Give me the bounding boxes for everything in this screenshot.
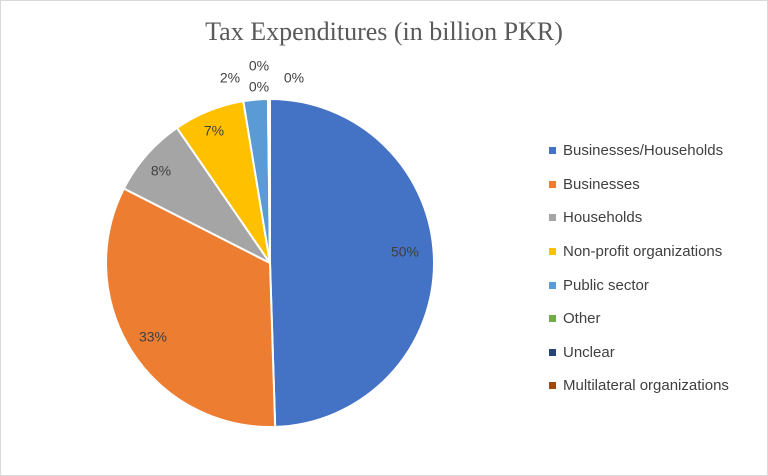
data-label-2: 33% (139, 329, 167, 345)
legend-item: Public sector (549, 268, 729, 302)
data-label-8: 0% (284, 70, 304, 86)
legend-label: Public sector (563, 276, 649, 294)
legend-item: Other (549, 302, 729, 336)
pie-slice-2 (105, 187, 277, 428)
data-label-1: 50% (391, 244, 419, 260)
legend-item: Unclear (549, 336, 729, 370)
legend-item: Businesses/Households (549, 134, 729, 168)
legend-label: Unclear (563, 343, 615, 361)
pie-slice-1 (269, 97, 435, 428)
data-label-6: 0% (249, 58, 269, 74)
data-label-4: 7% (204, 123, 224, 139)
legend-swatch (549, 382, 556, 390)
legend-swatch (549, 348, 556, 356)
legend-item: Households (549, 201, 729, 235)
legend-swatch (549, 248, 556, 256)
chart-title: Tax Expenditures (in billion PKR) (205, 17, 563, 46)
legend-item: Multilateral organizations (549, 369, 729, 403)
legend-label: Non-profit organizations (563, 243, 723, 261)
pie-slice-8 (268, 97, 271, 264)
legend-swatch (549, 281, 556, 289)
legend-swatch (549, 315, 556, 323)
legend-label: Businesses/Households (563, 142, 724, 160)
legend-label: Other (563, 310, 601, 328)
legend-item: Non-profit organizations (549, 235, 729, 269)
legend-label: Households (563, 209, 643, 227)
data-label-3: 8% (151, 163, 171, 179)
legend-swatch (549, 147, 556, 155)
data-label-7: 0% (249, 79, 269, 95)
legend-label: Multilateral organizations (563, 377, 729, 395)
legend-swatch (549, 214, 556, 222)
chart-legend: Businesses/Households Businesses Household… (549, 134, 729, 403)
legend-label: Businesses (563, 175, 640, 193)
data-label-5: 2% (220, 70, 240, 86)
legend-swatch (549, 180, 556, 188)
legend-item: Businesses (549, 168, 729, 202)
